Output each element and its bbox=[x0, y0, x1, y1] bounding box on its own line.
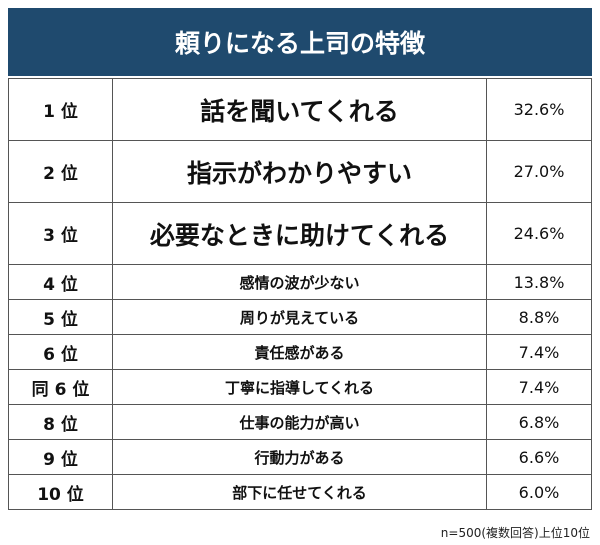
rank-cell: 同 6 位 bbox=[8, 369, 113, 405]
item-cell: 責任感がある bbox=[112, 334, 487, 370]
table-row: 6 位責任感がある 7.4% bbox=[8, 334, 592, 370]
item-cell: 丁寧に指導してくれる bbox=[112, 369, 487, 405]
percent-cell: 24.6% bbox=[486, 202, 592, 265]
item-cell: 指示がわかりやすい bbox=[112, 140, 487, 203]
table-row: 9 位行動力がある 6.6% bbox=[8, 439, 592, 475]
percent-cell: 27.0% bbox=[486, 140, 592, 203]
footnote: n=500(複数回答)上位10位 bbox=[440, 526, 590, 540]
table-row: 8 位仕事の能力が高い 6.8% bbox=[8, 404, 592, 440]
percent-cell: 6.6% bbox=[486, 439, 592, 475]
percent-cell: 6.8% bbox=[486, 404, 592, 440]
rank-cell: 4 位 bbox=[8, 264, 113, 300]
rank-cell: 10 位 bbox=[8, 474, 113, 510]
percent-cell: 7.4% bbox=[486, 369, 592, 405]
ranking-table: 1 位話を聞いてくれる 32.6% 2 位指示がわかりやすい 27.0% 3 位必要なと… bbox=[8, 78, 592, 510]
item-cell: 周りが見えている bbox=[112, 299, 487, 335]
rank-cell: 6 位 bbox=[8, 334, 113, 370]
item-cell: 仕事の能力が高い bbox=[112, 404, 487, 440]
rank-cell: 5 位 bbox=[8, 299, 113, 335]
rank-cell: 1 位 bbox=[8, 78, 113, 141]
percent-cell: 7.4% bbox=[486, 334, 592, 370]
table-row: 5 位周りが見えている 8.8% bbox=[8, 299, 592, 335]
percent-cell: 8.8% bbox=[486, 299, 592, 335]
percent-cell: 13.8% bbox=[486, 264, 592, 300]
rank-cell: 8 位 bbox=[8, 404, 113, 440]
percent-cell: 32.6% bbox=[486, 78, 592, 141]
item-cell: 部下に任せてくれる bbox=[112, 474, 487, 510]
table-row: 同 6 位丁寧に指導してくれる 7.4% bbox=[8, 369, 592, 405]
item-cell: 話を聞いてくれる bbox=[112, 78, 487, 141]
item-cell: 感情の波が少ない bbox=[112, 264, 487, 300]
title-banner: 頼りになる上司の特徴 bbox=[8, 8, 592, 76]
rank-cell: 3 位 bbox=[8, 202, 113, 265]
table-row: 2 位指示がわかりやすい 27.0% bbox=[8, 140, 592, 203]
rank-cell: 2 位 bbox=[8, 140, 113, 203]
table-row: 10 位部下に任せてくれる 6.0% bbox=[8, 474, 592, 510]
table-row: 4 位感情の波が少ない 13.8% bbox=[8, 264, 592, 300]
rank-cell: 9 位 bbox=[8, 439, 113, 475]
item-cell: 行動力がある bbox=[112, 439, 487, 475]
title: 頼りになる上司の特徴 bbox=[174, 29, 425, 58]
percent-cell: 6.0% bbox=[486, 474, 592, 510]
table-row: 3 位必要なときに助けてくれる 24.6% bbox=[8, 202, 592, 265]
item-cell: 必要なときに助けてくれる bbox=[112, 202, 487, 265]
table-row: 1 位話を聞いてくれる 32.6% bbox=[8, 78, 592, 141]
